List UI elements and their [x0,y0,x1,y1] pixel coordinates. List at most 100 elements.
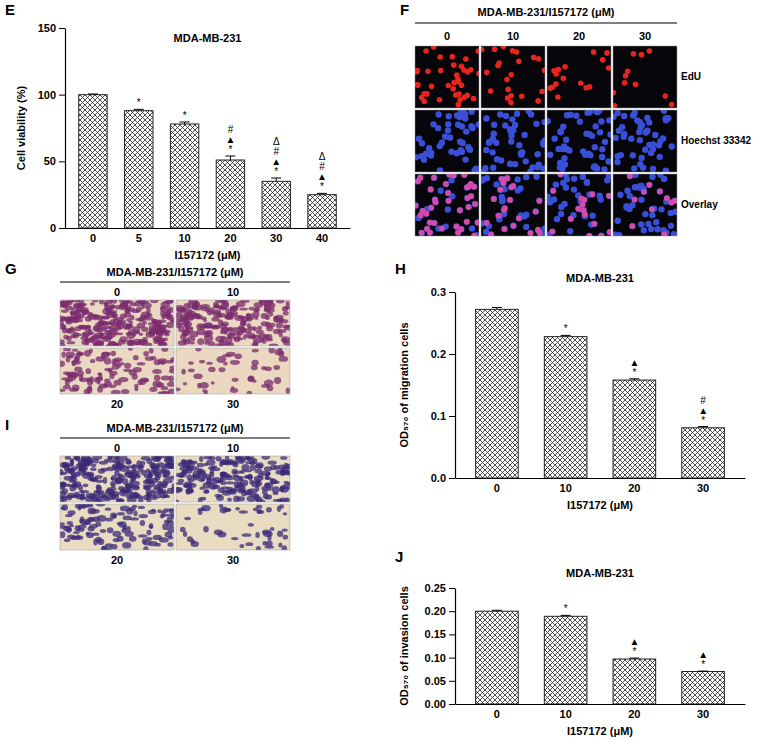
nucleus [521,132,527,138]
cell [239,308,248,311]
cell [98,322,103,327]
cell [71,307,77,310]
micrograph-frame [60,300,174,346]
y-tick: 0.10 [425,652,455,664]
edu-nucleus [664,195,670,201]
y-tick-label: 0.0 [431,472,446,484]
micrograph [481,46,545,108]
cell [132,367,141,372]
cell [240,469,245,474]
edu-nucleus [475,220,479,226]
edu-nucleus [431,46,437,50]
edu-nucleus [464,219,470,225]
edu-nucleus [580,202,586,208]
cell [269,312,274,316]
nucleus [592,123,598,129]
cell [266,300,273,303]
cell [208,367,215,372]
cell [158,489,164,492]
cell [250,465,256,471]
cell [211,485,220,489]
cell [255,485,259,491]
cell [102,336,111,342]
cell [227,497,232,501]
nucleus [571,186,577,192]
y-tick: 0.15 [425,628,455,640]
edu-nucleus [509,184,515,190]
cell [155,543,161,547]
cell [148,510,156,514]
cell [203,526,209,532]
nucleus [590,221,596,227]
cell [89,477,98,482]
cell [160,514,165,518]
panel-label: G [5,260,17,277]
y-tick-mark [449,588,455,589]
nucleus [558,211,564,217]
cell [107,527,114,533]
nucleus [490,164,496,170]
cell [278,542,282,547]
cell [96,504,106,507]
cell [167,526,174,533]
nucleus [431,220,437,226]
edu-nucleus [598,233,604,236]
cell [247,323,252,328]
y-axis-line [455,589,456,705]
edu-nucleus [547,85,553,91]
nucleus [606,158,611,164]
nucleus [640,164,646,170]
cell [224,315,232,319]
nucleus [499,197,505,203]
cell [123,525,128,531]
nucleus [435,125,441,131]
nucleus [501,226,507,232]
cell [203,391,208,394]
y-tick: 0.1 [431,410,455,422]
cell [252,379,257,382]
cell [184,481,192,487]
cell [176,318,180,324]
cell [112,365,120,370]
cell [190,541,198,547]
micrograph-frame [481,46,545,108]
cell [261,471,271,476]
y-tick: 0.3 [431,286,455,298]
error-bar [698,427,708,428]
significance-mark: * [137,97,141,108]
cell [76,494,82,497]
cell [276,315,284,319]
x-tick-label: 20 [224,232,236,244]
nucleus [514,111,520,117]
cell [125,325,134,329]
cell [170,357,174,362]
nucleus [646,182,652,188]
cell [199,456,203,462]
cell [193,373,202,379]
cell [254,316,258,320]
nucleus [445,121,451,127]
cell [264,545,274,548]
cell [124,363,131,369]
cell [203,319,207,323]
cell [71,473,77,477]
cell [87,386,93,393]
nucleus [643,129,649,135]
nucleus [613,231,619,236]
nucleus [431,175,437,181]
error-bar [271,178,281,181]
cell [287,481,290,485]
image-panel: MDA-MB-231/I157172 (μM)0102030 [55,266,293,410]
micrograph [176,456,290,502]
cell [157,481,162,487]
error-bar [225,156,235,160]
cell [127,497,137,502]
nucleus [472,201,478,207]
nucleus [533,208,539,214]
cell [98,468,105,473]
y-tick-label: 0.25 [425,582,446,594]
nucleus [650,146,656,152]
image-label: 20 [111,554,123,566]
nucleus [631,110,637,116]
edu-nucleus [504,77,510,83]
